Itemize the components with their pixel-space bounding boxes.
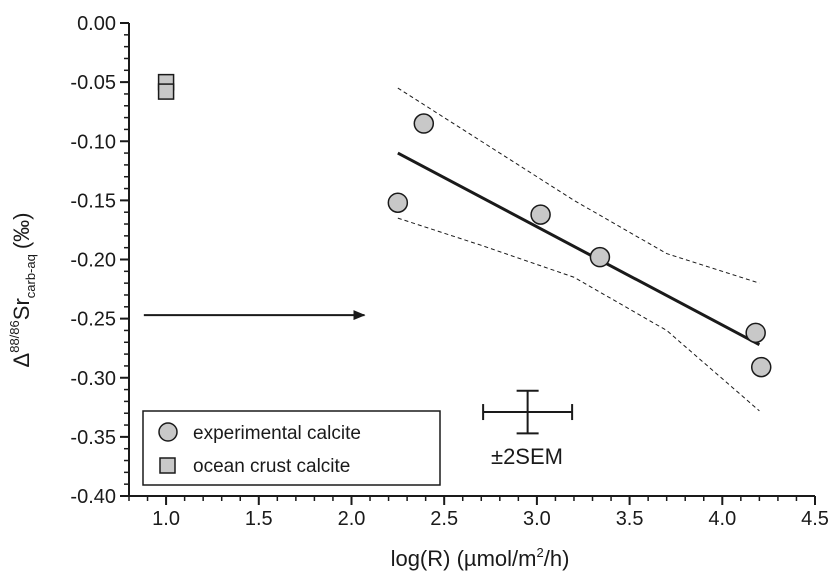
data-point-ocean-crust-calcite (157, 83, 175, 100)
data-point-experimental-calcite (413, 113, 435, 134)
lower-confidence-band (397, 217, 760, 412)
data-point-experimental-calcite (530, 204, 551, 225)
y-tick-label: -0.35 (70, 427, 116, 449)
legend-marker-ocean-crust-calcite (159, 457, 176, 474)
y-axis-title: Δ88/86Srcarb-aq (‰) (7, 213, 38, 368)
y-tick-label: -0.15 (70, 190, 116, 212)
legend: experimental calcite ocean crust calcite (142, 410, 441, 486)
y-tick-label: 0.00 (77, 13, 116, 35)
y-tick-label: -0.40 (70, 486, 116, 508)
legend-marker-experimental-calcite (158, 422, 178, 442)
x-tick-label: 4.5 (801, 508, 829, 530)
x-tick-label: 3.5 (616, 508, 644, 530)
y-tick-label: -0.10 (70, 131, 116, 153)
data-point-experimental-calcite (589, 246, 611, 268)
y-axis-title-sub: carb-aq (23, 254, 38, 298)
y-axis-title-sup: 88/86 (7, 320, 22, 353)
x-axis-title-sup: 2 (536, 545, 543, 560)
x-axis-title-main: log(R) (µmol/m (391, 546, 537, 571)
x-axis-title: log(R) (µmol/m2/h) (391, 545, 570, 571)
data-point-experimental-calcite (745, 322, 766, 344)
y-axis-title-delta: Δ (9, 352, 34, 367)
confidence-bands (397, 87, 760, 412)
x-tick-label: 3.0 (523, 508, 551, 530)
x-tick-label: 2.0 (338, 508, 366, 530)
regression-line (397, 151, 761, 346)
data-point-experimental-calcite (387, 192, 409, 213)
x-tick-label: 1.5 (245, 508, 273, 530)
x-tick-label: 1.0 (152, 508, 180, 530)
legend-label-ocean-crust-calcite: ocean crust calcite (193, 456, 350, 477)
y-tick-label: -0.05 (70, 72, 116, 94)
data-point-experimental-calcite (750, 356, 772, 378)
x-axis-title-tail: /h) (544, 546, 570, 571)
error-bar-label: ±2SEM (491, 444, 563, 469)
fit-line (397, 151, 761, 346)
error-bar-2sem (482, 389, 574, 435)
y-tick-label: -0.30 (70, 368, 116, 390)
y-tick-label: -0.20 (70, 250, 116, 272)
x-tick-label: 2.5 (430, 508, 458, 530)
y-tick-label: -0.25 (70, 309, 116, 331)
legend-box (142, 410, 441, 486)
upper-confidence-band (397, 87, 760, 284)
y-axis-title-unit: (‰) (9, 213, 34, 250)
data-points (157, 73, 772, 378)
y-axis-title-base: Sr (9, 298, 34, 320)
y-axis: 0.00 -0.05 -0.10 -0.15 -0.20 -0.25 -0.30 -0.35 -… (70, 13, 129, 508)
x-tick-label: 4.0 (708, 508, 736, 530)
legend-label-experimental-calcite: experimental calcite (193, 423, 361, 444)
x-axis: 1.0 1.5 2.0 2.5 3.0 3.5 4.0 4.5 (128, 496, 829, 530)
